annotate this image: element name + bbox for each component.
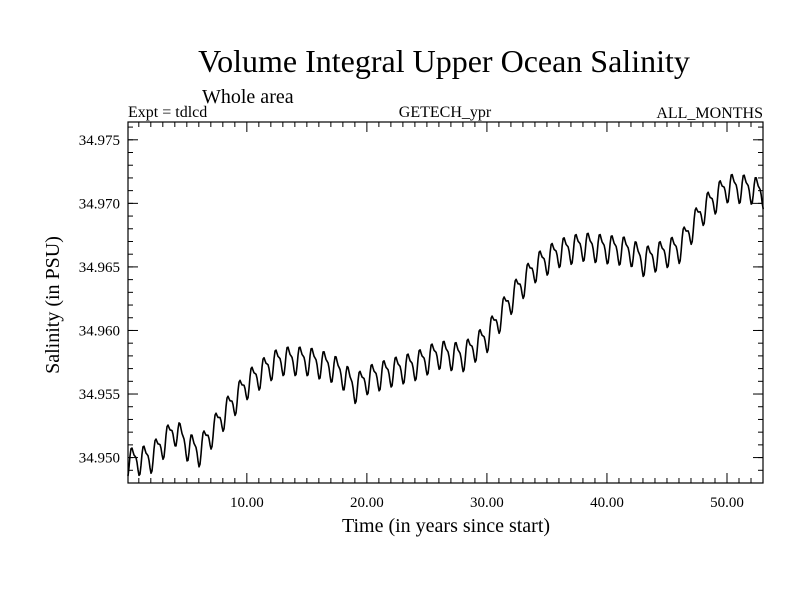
y-axis-label: Salinity (in PSU) [42,236,64,374]
salinity-series-line [127,173,764,477]
x-tick-label: 40.00 [590,495,624,511]
y-tick-label: 34.975 [79,133,120,149]
y-axis: 34.950 34.955 34.960 34.965 34.970 34.975 [79,126,763,484]
x-tick-label: 30.00 [470,495,504,511]
x-tick-label: 50.00 [710,495,744,511]
y-tick-label: 34.960 [79,323,120,339]
y-tick-label: 34.965 [79,260,120,276]
y-tick-label: 34.955 [79,387,120,403]
y-tick-label: 34.970 [79,196,120,212]
x-axis: 10.00 20.00 30.00 40.00 50.00 [138,122,764,511]
x-tick-label: 20.00 [350,495,384,511]
experiment-label: Expt = tdlcd [128,104,207,121]
months-label: ALL_MONTHS [656,105,763,122]
x-tick-label: 10.00 [230,495,264,511]
plot-frame [127,121,764,484]
y-tick-label: 34.950 [79,451,120,467]
x-axis-label: Time (in years since start) [342,515,550,537]
chart-title: Volume Integral Upper Ocean Salinity [198,43,690,79]
chart-subtitle: Whole area [202,86,294,108]
dataset-label: GETECH_ypr [399,104,492,121]
